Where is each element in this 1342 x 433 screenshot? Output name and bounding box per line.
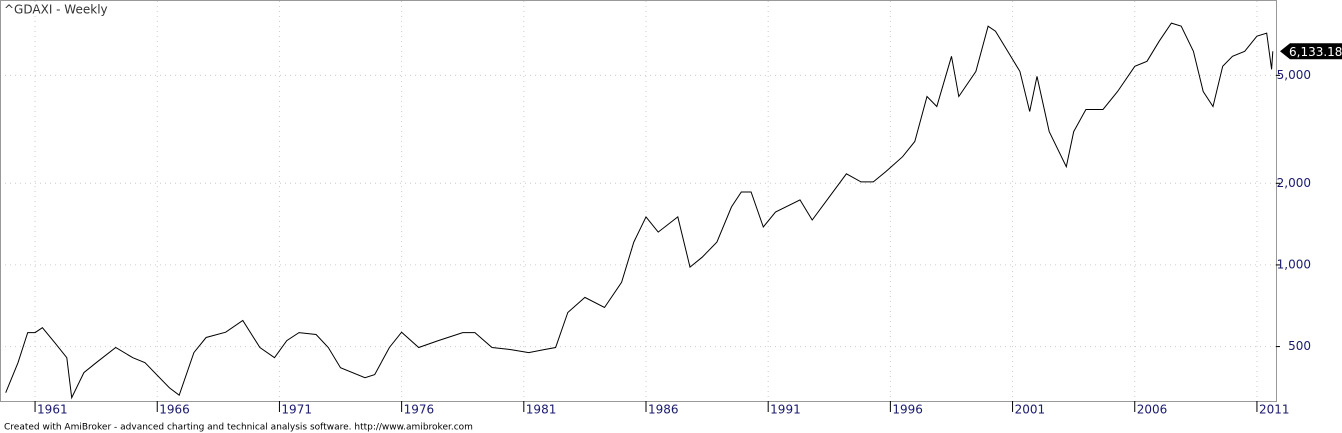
plot-frame — [0, 0, 1277, 402]
x-tick-label: 2011 — [1259, 403, 1290, 417]
x-tick-label: 1981 — [526, 403, 557, 417]
last-value-marker — [1280, 43, 1342, 60]
x-tick-label: 1961 — [37, 403, 68, 417]
x-tick-label: 1996 — [892, 403, 923, 417]
y-tick-label: 1,000 — [1277, 257, 1311, 271]
x-tick-label: 1971 — [281, 403, 312, 417]
x-tick-label: 1986 — [648, 403, 679, 417]
y-tick-label: 5,000 — [1277, 68, 1311, 82]
last-value-label: 6,133.18 — [1289, 45, 1342, 59]
x-tick-label: 2006 — [1137, 403, 1168, 417]
x-tick-label: 1966 — [159, 403, 190, 417]
x-tick-label: 1991 — [770, 403, 801, 417]
y-tick-label: 500 — [1288, 339, 1311, 353]
y-tick-label: 2,000 — [1277, 176, 1311, 190]
x-tick-label: 2001 — [1015, 403, 1046, 417]
chart-title: ^GDAXI - Weekly — [4, 3, 108, 17]
x-tick-label: 1976 — [404, 403, 435, 417]
footer: Created with AmiBroker - advanced charti… — [4, 423, 473, 433]
price-line — [5, 22, 1274, 400]
